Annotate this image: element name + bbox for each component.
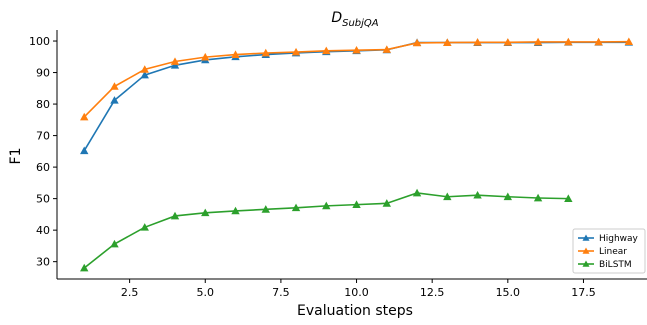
series-bilstm bbox=[80, 188, 573, 272]
legend-swatch-marker bbox=[582, 260, 590, 267]
data-point-bilstm bbox=[564, 194, 573, 202]
data-point-bilstm bbox=[412, 188, 422, 197]
x-axis-label: Evaluation steps bbox=[297, 303, 413, 319]
legend-item-highway: Highway bbox=[578, 234, 639, 244]
data-point-highway bbox=[140, 70, 149, 79]
data-point-bilstm bbox=[533, 193, 543, 202]
data-point-bilstm bbox=[80, 263, 89, 272]
legend-item-bilstm: BiLSTM bbox=[578, 260, 632, 270]
data-point-linear bbox=[594, 37, 603, 46]
y-tick-label: 90 bbox=[36, 67, 50, 80]
x-tick-label: 12.5 bbox=[420, 286, 445, 299]
x-tick-label: 7.5 bbox=[272, 286, 290, 299]
y-tick-label: 70 bbox=[36, 130, 50, 143]
data-point-linear bbox=[291, 47, 301, 56]
chart-title: DSubjQA bbox=[331, 10, 378, 29]
data-point-bilstm bbox=[201, 208, 210, 217]
series-line-highway bbox=[83, 41, 629, 152]
data-point-bilstm bbox=[231, 206, 240, 215]
legend-item-linear: Linear bbox=[578, 247, 627, 257]
data-point-linear bbox=[533, 37, 543, 46]
data-point-linear bbox=[80, 112, 89, 121]
data-point-linear bbox=[443, 38, 452, 46]
data-point-linear bbox=[564, 37, 573, 46]
x-tick-label: 15.0 bbox=[496, 286, 521, 299]
data-point-bilstm bbox=[503, 192, 513, 201]
x-tick-label: 17.5 bbox=[571, 286, 596, 299]
data-point-highway bbox=[80, 146, 89, 155]
y-tick-label: 100 bbox=[29, 35, 50, 48]
data-point-bilstm bbox=[110, 239, 119, 248]
legend-swatch-marker bbox=[582, 234, 590, 241]
x-tick-label: 2.5 bbox=[121, 286, 139, 299]
y-tick-label: 30 bbox=[36, 256, 50, 269]
y-tick-label: 50 bbox=[36, 193, 50, 206]
data-point-linear bbox=[624, 37, 634, 46]
series-highway bbox=[80, 38, 634, 155]
y-tick-label: 60 bbox=[36, 161, 50, 174]
data-point-bilstm bbox=[261, 205, 270, 213]
legend-box bbox=[572, 228, 646, 274]
data-point-linear bbox=[201, 52, 210, 61]
data-point-linear bbox=[261, 48, 270, 57]
data-point-bilstm bbox=[443, 192, 452, 201]
legend-label: Highway bbox=[599, 234, 639, 244]
y-tick-label: 80 bbox=[36, 98, 50, 111]
series-linear bbox=[80, 37, 634, 121]
chart-title-subscript: SubjQA bbox=[342, 18, 379, 29]
chart-title-main: D bbox=[331, 10, 342, 26]
legend-label: Linear bbox=[599, 247, 627, 257]
data-point-bilstm bbox=[352, 200, 361, 208]
data-point-highway bbox=[110, 96, 119, 104]
plot-area: 2.5 5.0 7.5 10.0 12.5 15.0 17.5 30 40 50 60 70 80 90 1… bbox=[29, 30, 647, 299]
data-point-linear bbox=[503, 38, 513, 46]
data-point-linear bbox=[382, 45, 391, 53]
data-point-linear bbox=[412, 38, 422, 47]
data-point-linear bbox=[140, 65, 149, 73]
legend-swatch-marker bbox=[582, 247, 590, 254]
data-point-linear bbox=[473, 38, 482, 46]
data-point-linear bbox=[170, 57, 180, 65]
data-point-bilstm bbox=[322, 201, 331, 210]
data-point-bilstm bbox=[382, 199, 391, 207]
y-axis-label: F1 bbox=[8, 148, 24, 165]
data-point-bilstm bbox=[170, 211, 180, 220]
data-point-bilstm bbox=[473, 190, 482, 199]
data-point-linear bbox=[352, 45, 361, 54]
data-point-linear bbox=[322, 46, 331, 55]
legend-label: BiLSTM bbox=[599, 260, 632, 270]
x-tick-label: 5.0 bbox=[197, 286, 215, 299]
data-point-bilstm bbox=[140, 223, 149, 231]
data-point-linear bbox=[231, 50, 240, 58]
data-point-linear bbox=[110, 82, 119, 90]
data-point-highway bbox=[170, 61, 180, 69]
x-tick-label: 10.0 bbox=[344, 286, 369, 299]
data-point-bilstm bbox=[291, 203, 301, 212]
legend: Highway Linear BiLSTM bbox=[572, 228, 646, 274]
y-tick-label: 40 bbox=[36, 224, 50, 237]
